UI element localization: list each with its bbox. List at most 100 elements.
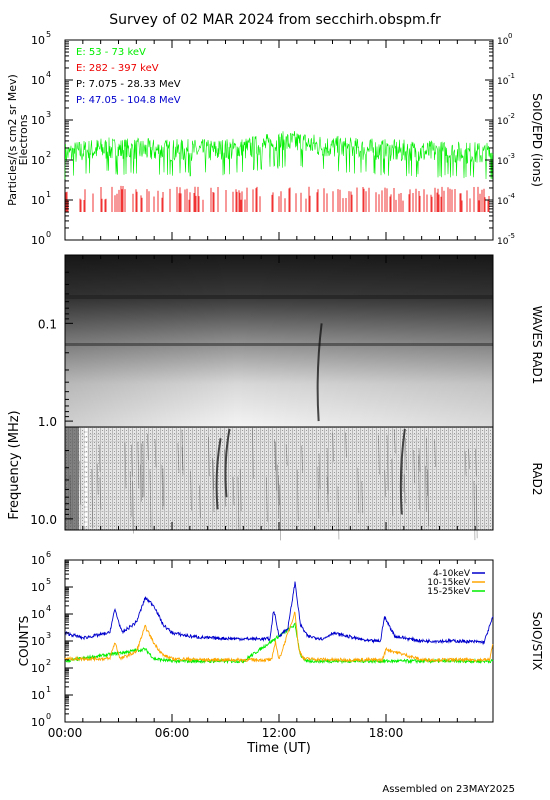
epd-x-axis [64,40,494,240]
epd-ytick-label: 10 [31,114,45,127]
stix-ytick-label: 10 [31,716,45,729]
epd-ytick-exponent: 0 [46,230,51,239]
radio-streak [301,445,304,473]
radio-streak [345,432,347,458]
stix-xtick-label: 12:00 [262,726,297,740]
radio-streak [434,440,436,467]
radio-streak [232,476,235,506]
epd-y2tick-label: 10 [497,197,509,207]
epd-y2tick-label: 10 [497,77,509,87]
epd-ytick-label: 10 [31,194,45,207]
epd-ytick-exponent: 5 [46,30,51,39]
stix-right-label: SoIO/STIX [530,612,544,671]
stix-legend-entry-4-10: 4-10keV [433,569,471,579]
epd-ytick-exponent: 2 [46,150,51,159]
radio-streak [426,437,428,497]
radio-panel: 0.1 1.0 10.0 Frequency (MHz) WAVES RAD1 RA… [7,254,544,541]
stix-ytick-exponent: 4 [46,604,51,613]
legend-entry-p-low: P: 7.075 - 28.33 MeV [76,79,181,90]
radio-streak [98,444,101,472]
radio-streak [464,451,467,476]
radio-streak [317,466,320,519]
radio-streak [403,474,406,504]
radio-streak [69,475,72,524]
stix-series-line-4-10keV [64,581,494,646]
stix-xtick-label: 00:00 [48,726,83,740]
radio-ytick-label: 1.0 [38,415,57,429]
radio-streak [181,446,184,475]
radio-burst-mark [316,323,323,422]
radio-streak [425,465,427,512]
epd-y2tick-exponent: -5 [508,232,515,240]
rad2-rows [65,427,493,530]
radio-streak [137,441,140,489]
radio-streak [357,467,360,514]
radio-streak [142,440,145,498]
radio-streak [277,475,280,506]
radio-streak [91,469,94,529]
stix-y-label: COUNTS [17,616,31,667]
radio-burst-mark [399,428,406,515]
epd-legend: E: 53 - 73 keV E: 282 - 397 keV P: 7.075… [76,47,181,106]
epd-electron-low-series [64,130,494,180]
epd-ytick-label: 10 [31,74,45,87]
epd-y-label: Particles/(s cm2 sr Mev) [6,74,19,206]
stix-ytick-label: 10 [31,608,45,621]
radio-streak [393,428,396,454]
radio-streak [99,477,102,510]
epd-electron-low-line [64,130,494,180]
radio-streak [318,453,321,490]
radio-streak [413,450,416,484]
radio-streak [285,444,288,466]
radio-streak [265,477,268,522]
radio-x-axis [64,255,494,530]
rad1-shading [65,255,493,427]
stix-ytick-label: 10 [31,635,45,648]
epd-y2tick-label: 10 [497,157,509,167]
radio-streak [378,435,380,475]
rad1-dark-line-2 [65,343,493,346]
epd-y2tick-label: 10 [497,237,509,247]
stix-ytick-exponent: 1 [46,685,51,694]
radio-streak [474,448,477,477]
epd-ytick-label: 10 [31,154,45,167]
epd-electron-high-series [65,185,490,212]
radio-streak [237,476,240,530]
radio-streak [207,436,210,477]
epd-ytick-label: 10 [31,34,45,47]
radio-streak [140,464,142,502]
stix-xtick-label: 18:00 [369,726,404,740]
epd-y2tick-exponent: -2 [508,112,515,120]
radio-streak [404,437,407,471]
radio-ytick-label: 0.1 [38,317,57,331]
radio-burst-mark [215,438,222,510]
epd-right-label: SoIO/EPD (ions) [530,93,544,187]
epd-ytick-exponent: 4 [46,70,51,79]
legend-entry-e-high: E: 282 - 397 keV [76,63,159,74]
stix-series-line-10-15keV [64,611,494,663]
radio-right-label-rad1: WAVES RAD1 [530,306,544,385]
stix-ytick-exponent: 0 [46,712,51,721]
stix-ytick-label: 10 [31,554,45,567]
radio-streak [279,484,282,541]
radio-streak [154,439,157,468]
footer-assembled: Assembled on 23MAY2025 [382,784,515,795]
radio-streak [386,435,389,491]
radio-streak [326,476,329,512]
radio-streak [161,464,164,510]
stix-x-axis: 00:00 06:00 12:00 18:00 [48,560,494,740]
epd-ytick-exponent: 1 [46,190,51,199]
radio-y-label: Frequency (MHz) [7,410,22,519]
radio-streak [239,469,242,512]
radio-streak [96,463,99,495]
stix-legend-entry-15-25: 15-25keV [427,587,471,597]
stix-ytick-label: 10 [31,581,45,594]
rad1-dark-line [65,295,493,299]
radio-streak [162,468,165,507]
radio-streak [212,459,215,513]
epd-y-label-sub: Electrons [17,114,30,165]
